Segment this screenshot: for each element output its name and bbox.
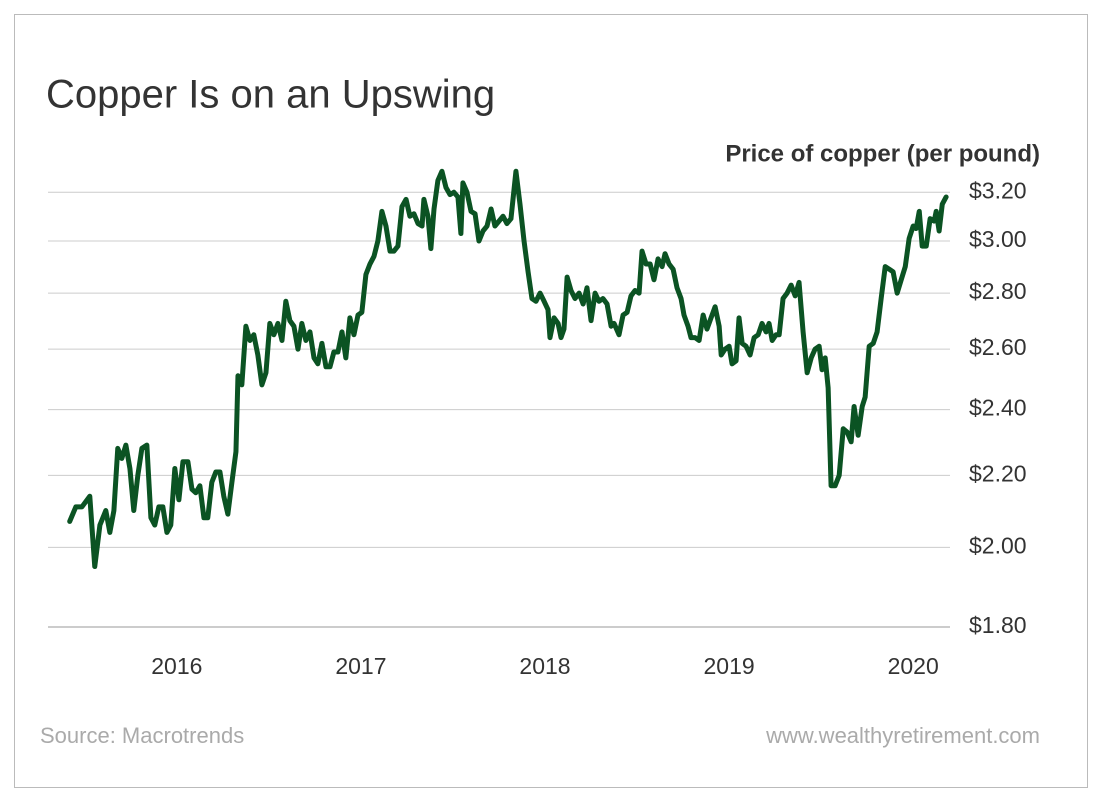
price-line — [67, 168, 949, 570]
x-tick-label: 2018 — [519, 653, 570, 679]
x-tick-label: 2019 — [704, 653, 755, 679]
y-tick-label: $2.20 — [969, 460, 1027, 486]
x-tick-label: 2017 — [335, 653, 386, 679]
y-tick-label: $2.60 — [969, 334, 1027, 360]
y-tick-label: $1.80 — [969, 612, 1027, 638]
x-tick-label: 2016 — [151, 653, 202, 679]
website: www.wealthyretirement.com — [765, 723, 1040, 748]
y-tick-label: $2.40 — [969, 395, 1027, 421]
subtitle: Price of copper (per pound) — [725, 140, 1040, 167]
y-tick-label: $3.00 — [969, 226, 1027, 252]
y-tick-label: $3.20 — [969, 177, 1027, 203]
x-tick-label: 2020 — [888, 653, 939, 679]
source: Source: Macrotrends — [40, 723, 244, 748]
y-tick-label: $2.00 — [969, 532, 1027, 558]
chart-title: Copper Is on an Upswing — [46, 73, 495, 117]
frame — [14, 14, 1088, 788]
y-tick-label: $2.80 — [969, 278, 1027, 304]
